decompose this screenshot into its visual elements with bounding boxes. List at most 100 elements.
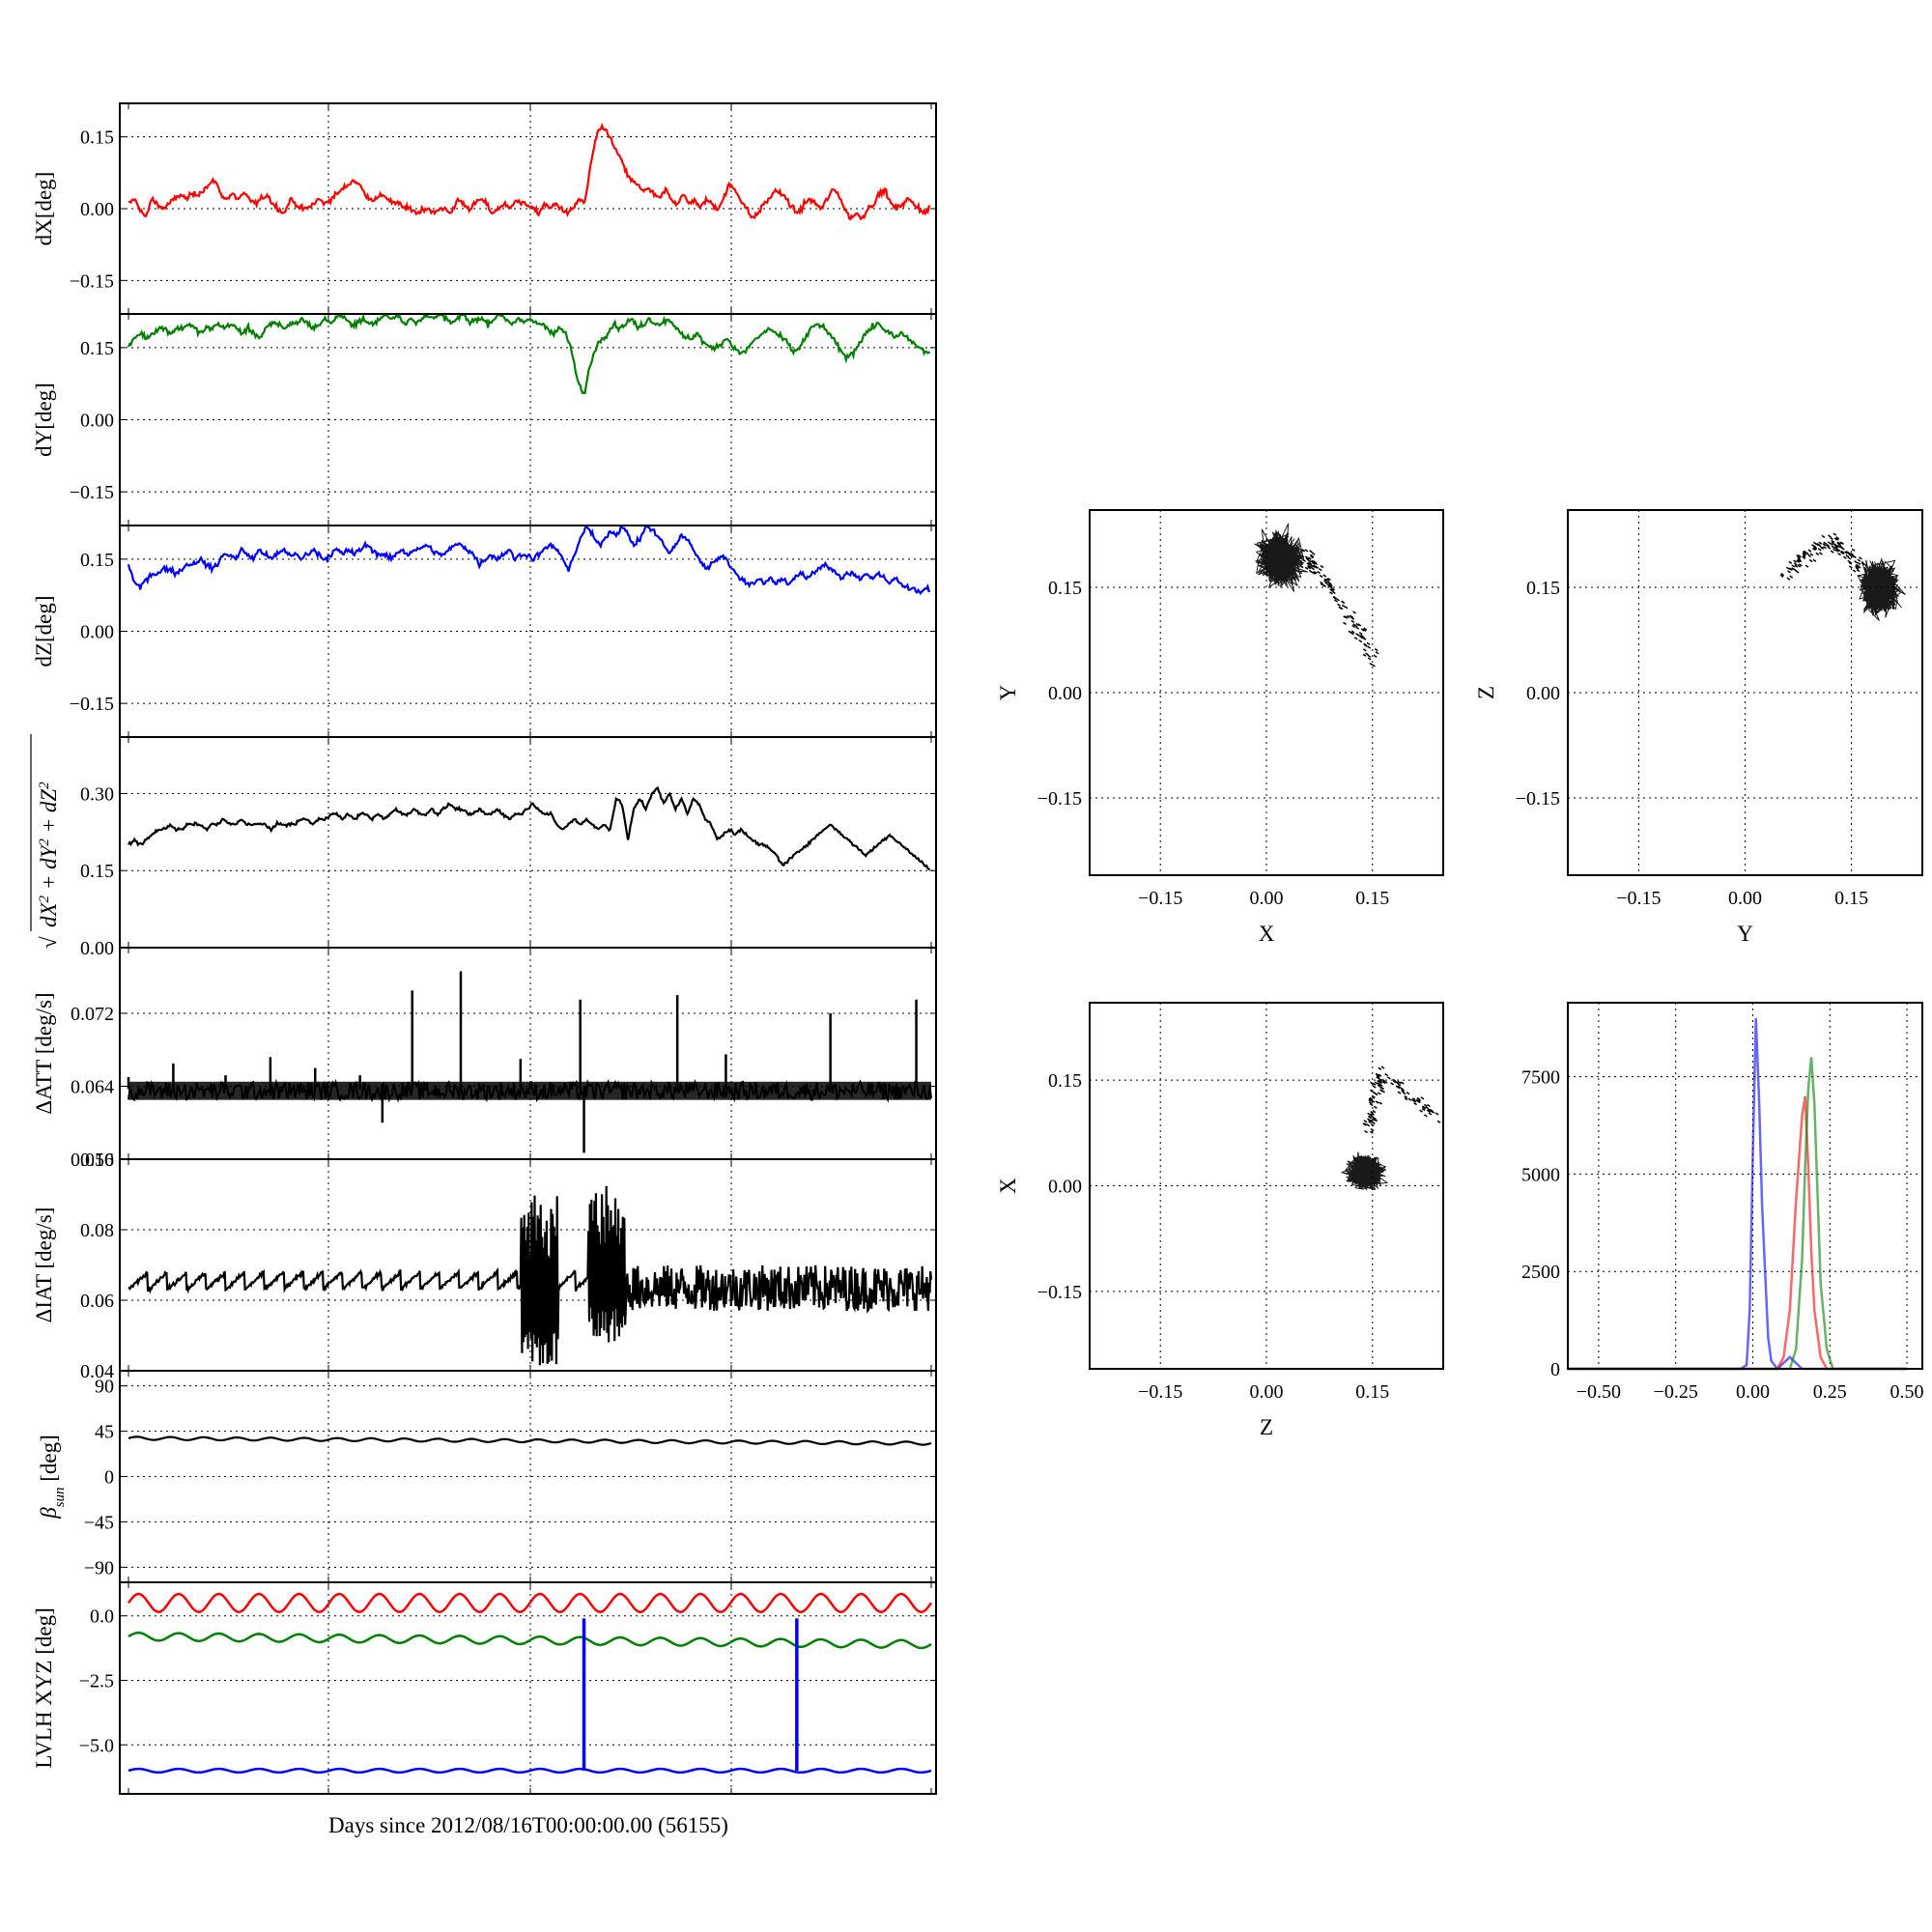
y-tick-label: 0.15 xyxy=(80,550,114,571)
scatter-point xyxy=(1318,567,1322,572)
scatter-point xyxy=(1430,1108,1434,1113)
scatter-point xyxy=(1380,1086,1384,1090)
scatter-point xyxy=(1852,569,1857,573)
scatter-point xyxy=(1423,1103,1428,1108)
panel-lvlh: 0.0 −2.5 −5.0 LVLH XYZ [deg] xyxy=(32,1581,937,1795)
scatter-point xyxy=(1780,573,1785,577)
scatter-point xyxy=(1369,662,1374,667)
scatter-point xyxy=(1323,578,1328,582)
scatter-point xyxy=(1355,622,1360,627)
series-line xyxy=(128,785,930,870)
x-axis-label: Days since 2012/08/16T00:00:00.00 (56155… xyxy=(328,1813,728,1837)
scatter-point xyxy=(1315,565,1320,569)
scatter-cloud xyxy=(1857,556,1906,621)
scatter-point xyxy=(1373,1117,1377,1121)
scatter-point xyxy=(1817,543,1822,548)
scatter-point xyxy=(1324,582,1329,585)
scatter-point xyxy=(1857,561,1861,565)
scatter-point xyxy=(1304,566,1309,570)
scatter-point xyxy=(1421,1108,1426,1112)
series-line-red xyxy=(127,1592,933,1613)
scatter-point xyxy=(1307,556,1312,560)
scatter-point xyxy=(1827,546,1832,550)
scatter-point xyxy=(1833,546,1838,551)
scatter-point xyxy=(1429,1109,1434,1113)
scatter-point xyxy=(1411,1097,1416,1101)
scatter-point xyxy=(1375,1100,1379,1104)
scatter-point xyxy=(1796,559,1801,563)
scatter-point xyxy=(1384,1072,1389,1077)
x-tick-label: 0.00 xyxy=(1728,888,1762,909)
scatter-point xyxy=(1362,653,1367,657)
y-tick-label: 0.06 xyxy=(80,1291,114,1312)
scatter-point xyxy=(1826,543,1831,548)
y-tick-label: 0.0 xyxy=(90,1606,114,1628)
y-tick-label: 0.00 xyxy=(80,199,114,220)
panel-norm: 0.30 0.15 0.00 √ dX2 + dY2 + dZ2 xyxy=(30,734,937,959)
scatter-point xyxy=(1337,603,1341,607)
histogram-green xyxy=(1568,1057,1907,1371)
scatter-point xyxy=(1332,595,1337,600)
scatter-point xyxy=(1812,541,1817,545)
histogram-red xyxy=(1568,1095,1907,1371)
scatter-point xyxy=(1850,554,1855,558)
scatter-point xyxy=(1808,558,1813,563)
scatter-point xyxy=(1851,548,1856,552)
scatter-point xyxy=(1802,554,1806,558)
y-label-group: Y xyxy=(996,684,1020,700)
scatter-point xyxy=(1368,1115,1372,1119)
scatter-point xyxy=(1365,652,1369,656)
scatter-point xyxy=(1367,657,1372,661)
y-tick-label: −45 xyxy=(84,1512,114,1533)
scatter-point xyxy=(1815,552,1820,556)
scatter-point xyxy=(1331,590,1336,594)
scatter-point xyxy=(1818,541,1823,545)
scatter-point xyxy=(1797,557,1802,561)
scatter-point xyxy=(1835,536,1840,540)
y-tick-label: 90 xyxy=(95,1377,114,1398)
scatter-point xyxy=(1329,588,1333,592)
scatter-point xyxy=(1420,1096,1425,1100)
series-line xyxy=(128,1435,932,1446)
x-axis-label: X xyxy=(1259,922,1275,946)
scatter-point xyxy=(1856,569,1861,573)
scatter-point xyxy=(1374,648,1378,652)
scatter-point xyxy=(1369,1096,1374,1101)
scatter-point xyxy=(1374,1092,1378,1095)
scatter-point xyxy=(1372,664,1376,668)
scatter-point xyxy=(1813,547,1817,551)
scatter-point xyxy=(1300,554,1305,558)
scatter-point xyxy=(1377,1082,1381,1086)
scatter-point xyxy=(1802,553,1806,556)
scatter-point xyxy=(1378,1073,1382,1077)
scatter-point xyxy=(1855,566,1860,571)
scatter-point xyxy=(1370,1122,1375,1127)
scatter-point xyxy=(1368,1120,1372,1124)
scatter-point xyxy=(1797,555,1801,559)
scatter-point xyxy=(1308,565,1313,569)
scatter-point xyxy=(1306,562,1311,566)
scatter-point xyxy=(1831,545,1835,549)
y-tick-label: −0.15 xyxy=(1037,788,1082,810)
y-axis-label-group: LVLH XYZ [deg] xyxy=(32,1607,56,1769)
scatter-point xyxy=(1341,604,1346,608)
scatter-point xyxy=(1369,1102,1374,1107)
scatter-point xyxy=(1395,1081,1400,1085)
y-tick-label: 0.15 xyxy=(1048,578,1082,599)
scatter-point xyxy=(1425,1106,1429,1110)
scatter-point xyxy=(1410,1098,1415,1102)
scatter-point xyxy=(1837,553,1841,556)
y-tick-label: 0.08 xyxy=(80,1220,114,1241)
scatter-point xyxy=(1823,541,1828,545)
y-tick-label: 5000 xyxy=(1521,1164,1560,1185)
scatter-point xyxy=(1837,543,1842,547)
panel-diat: 0.10 0.08 0.06 0.04 ΔIAT [deg/s] xyxy=(32,1150,937,1382)
scatter-point xyxy=(1377,1084,1381,1088)
y-axis-label: √ dX2 + dY2 + dZ2 xyxy=(30,734,61,949)
scatter-point xyxy=(1307,559,1312,563)
scatter-point xyxy=(1419,1109,1423,1113)
x-tick-label: 0.15 xyxy=(1834,888,1868,909)
scatter-point xyxy=(1789,575,1794,579)
panel-dy: 0.15 0.00 −0.15 dY[deg] xyxy=(32,312,937,526)
scatter-point xyxy=(1794,564,1799,568)
